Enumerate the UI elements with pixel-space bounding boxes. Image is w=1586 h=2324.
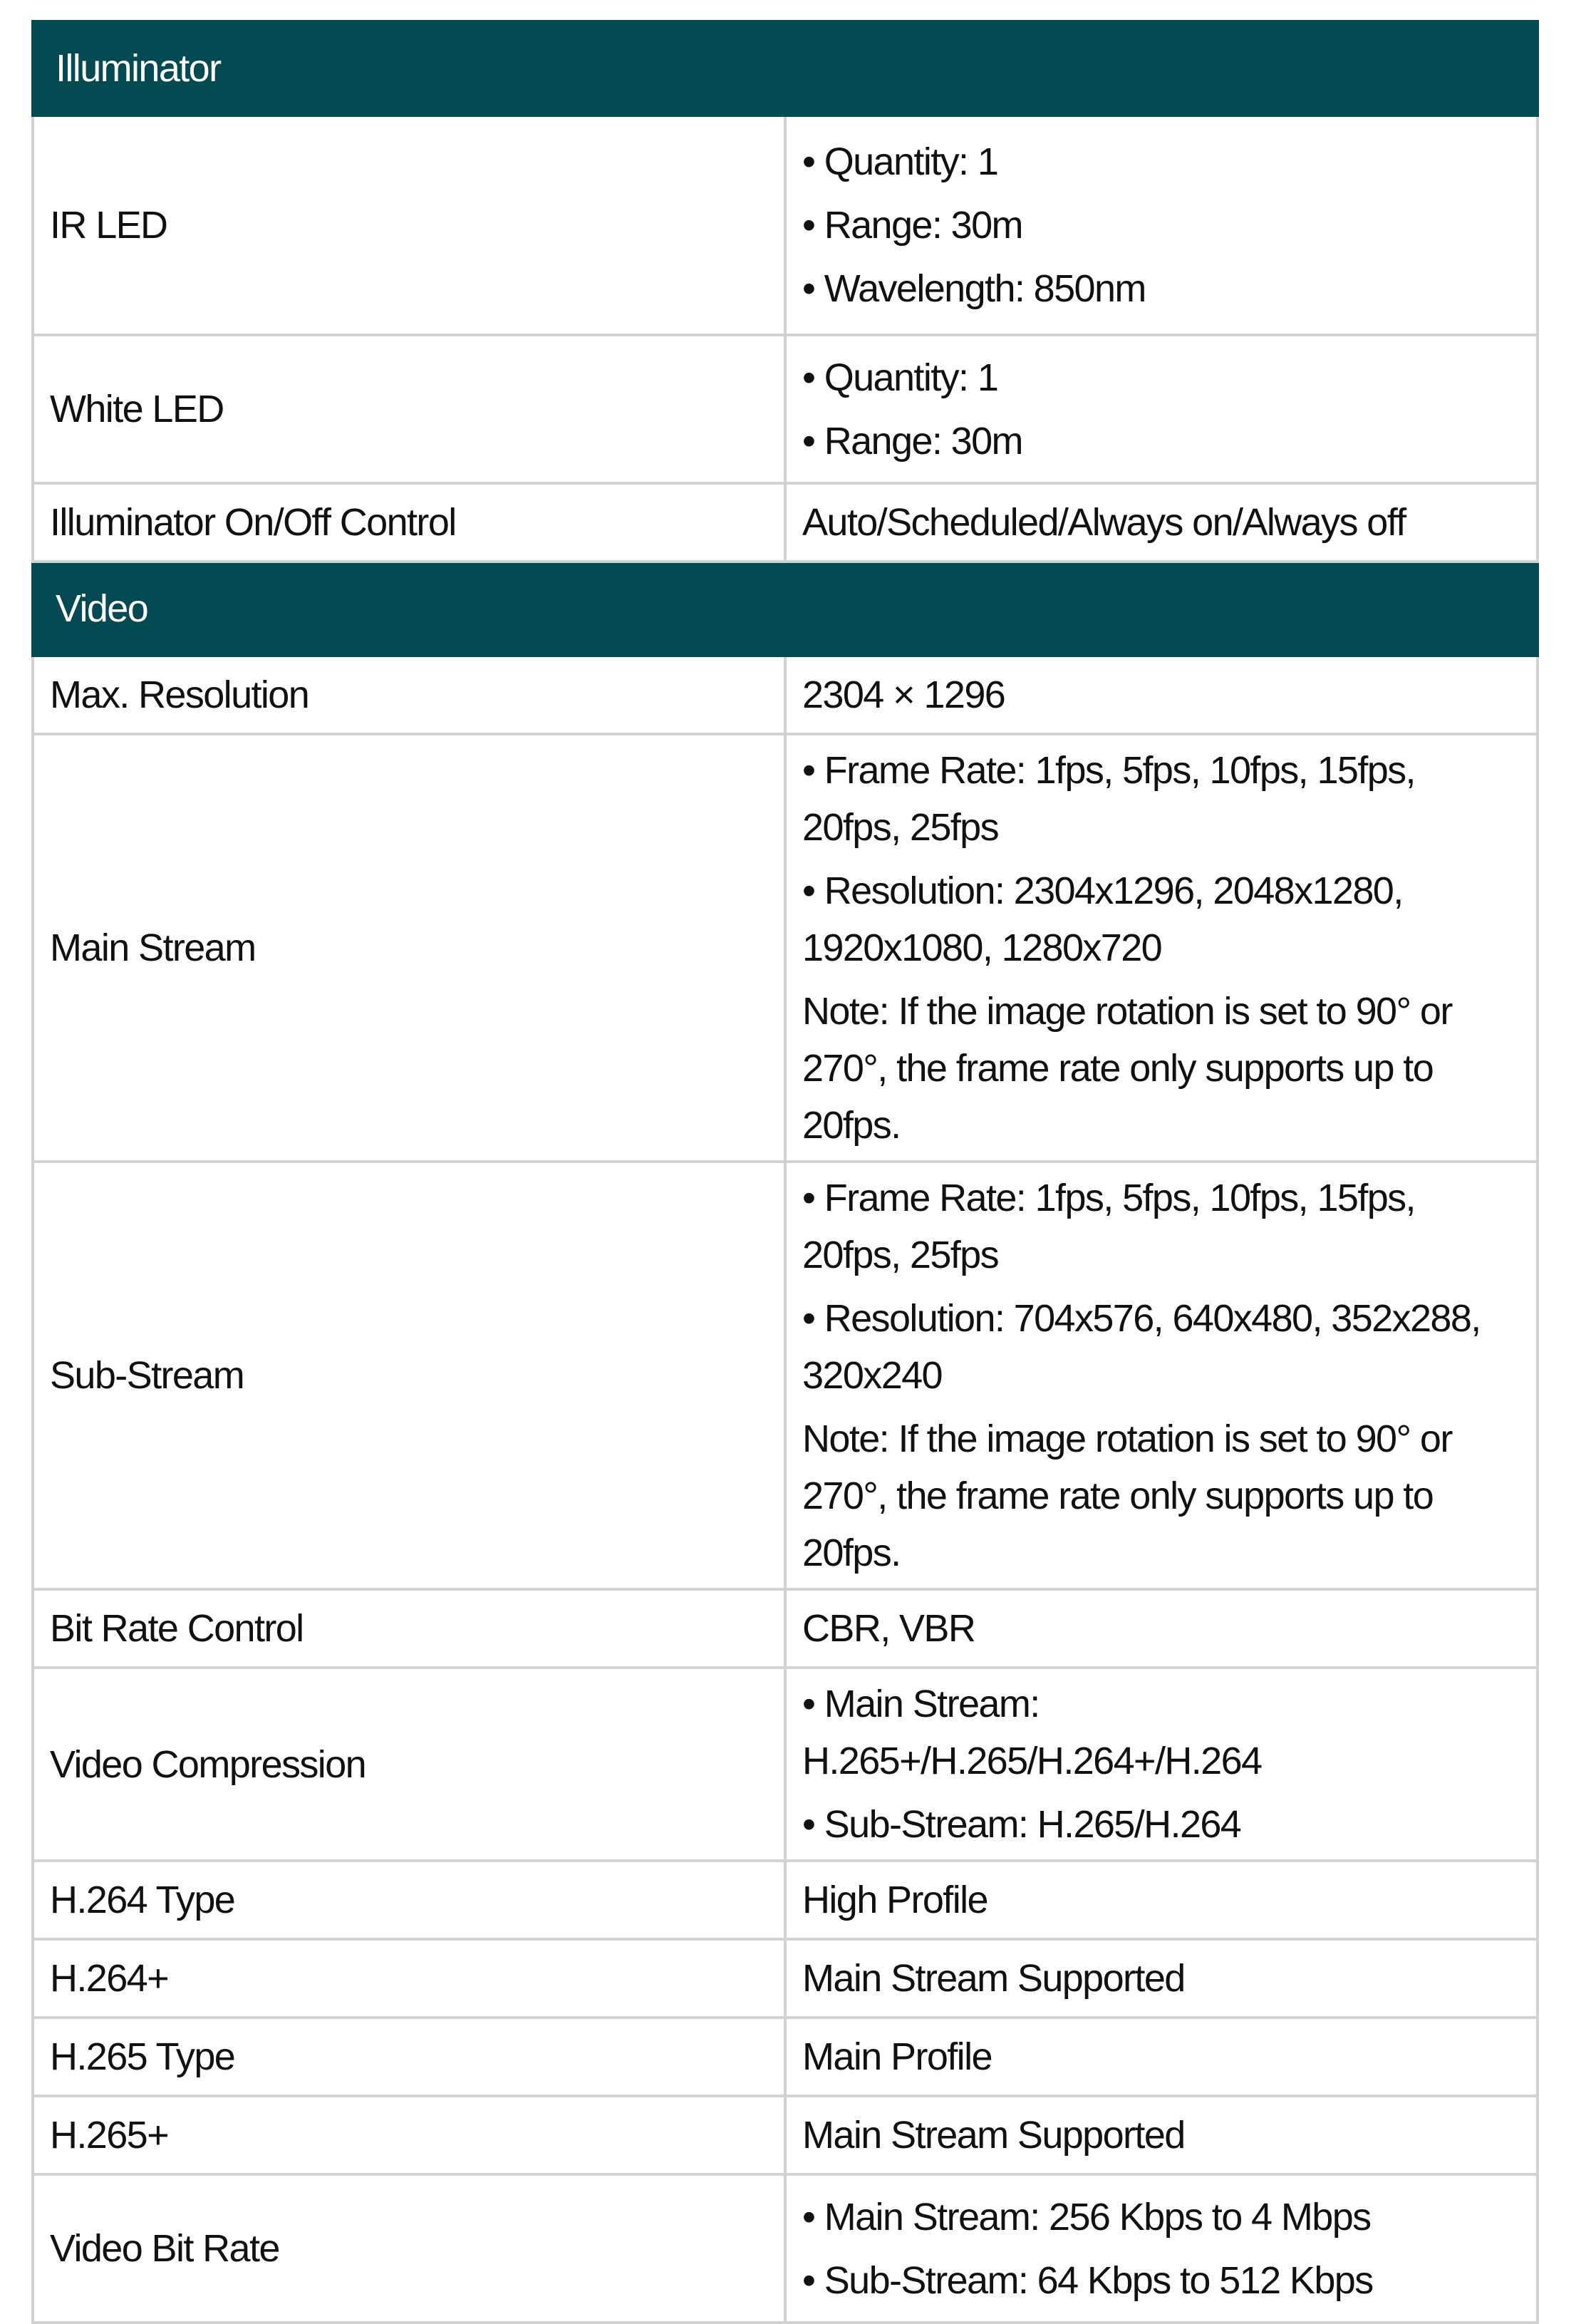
value-text: High Profile: [802, 1871, 1486, 1928]
value-text: Frame Rate: 1fps, 5fps, 10fps, 15fps, 20…: [802, 749, 1416, 849]
spec-value: Main Stream: 256 Kbps to 4 Mbps Sub-Strea…: [784, 2173, 1539, 2324]
spec-label: Sub-Stream: [31, 1160, 787, 1591]
value-text: Auto/Scheduled/Always on/Always off: [802, 501, 1406, 544]
spec-label: Video Compression: [31, 1666, 787, 1862]
bullet-item: Wavelength: 850nm: [802, 260, 1486, 317]
bullet-item: Quantity: 1: [802, 349, 1486, 406]
bullet-item: Main Stream: H.265+/H.265/H.264+/H.264: [802, 1675, 1486, 1790]
value-text: CBR, VBR: [802, 1600, 1486, 1657]
spec-row-h-265: H.265+ Main Stream Supported: [31, 2095, 1539, 2176]
section-header-illuminator: Illuminator: [31, 20, 1539, 117]
value-text: Sub-Stream: 64 Kbps to 512 Kbps: [824, 2258, 1374, 2302]
value-text: Main Stream: H.265+/H.265/H.264+/H.264: [802, 1683, 1263, 1782]
spec-label: Main Stream: [31, 733, 787, 1163]
spec-value: Frame Rate: 1fps, 5fps, 10fps, 15fps, 20…: [784, 733, 1539, 1163]
note-text: Note: If the image rotation is set to 90…: [802, 1417, 1453, 1574]
spec-label: Bit Rate Control: [31, 1588, 787, 1669]
spec-value: Quantity: 1 Range: 30m Wavelength: 850nm: [784, 114, 1539, 336]
value-text: Quantity: 1: [824, 356, 999, 399]
value-text: Range: 30m: [824, 204, 1024, 247]
bullet-item: Main Stream: 256 Kbps to 4 Mbps: [802, 2189, 1486, 2246]
spec-row-h-265-type: H.265 Type Main Profile: [31, 2016, 1539, 2097]
spec-row-white-led: White LED Quantity: 1 Range: 30m: [31, 334, 1539, 485]
spec-value: Main Stream: H.265+/H.265/H.264+/H.264 Su…: [784, 1666, 1539, 1862]
bullet-item: Resolution: 704x576, 640x480, 352x288, 3…: [802, 1290, 1486, 1404]
value-text: Resolution: 2304x1296, 2048x1280, 1920x1…: [802, 869, 1404, 969]
section-title: Video: [31, 560, 1539, 657]
value-text: 2304 × 1296: [802, 666, 1486, 723]
value-text: Main Profile: [802, 2028, 1486, 2085]
bullet-item: Quantity: 1: [802, 133, 1486, 190]
spec-label: White LED: [31, 334, 787, 485]
value-text: Range: 30m: [824, 419, 1024, 463]
value-text: Main Stream: 256 Kbps to 4 Mbps: [824, 2195, 1372, 2238]
spec-row-video-compression: Video CompressionMain Stream: H.265+/H.2…: [31, 1666, 1539, 1862]
value-text: Wavelength: 850nm: [824, 267, 1147, 310]
value-text: Resolution: 704x576, 640x480, 352x288, 3…: [802, 1297, 1481, 1397]
spec-row-illuminator-on-off-control: Illuminator On/Off Control Auto/Scheduled…: [31, 482, 1539, 563]
bullet-item: Frame Rate: 1fps, 5fps, 10fps, 15fps, 20…: [802, 742, 1486, 856]
spec-value: Main Profile: [784, 2016, 1539, 2097]
spec-row-video-bit-rate: Video Bit RateMain Stream: 256 Kbps to 4…: [31, 2173, 1539, 2324]
value-text: 2304 × 1296: [802, 673, 1006, 716]
value-text: Frame Rate: 1fps, 5fps, 10fps, 15fps, 20…: [802, 1177, 1416, 1276]
spec-value: 2304 × 1296: [784, 654, 1539, 735]
section-header-video: Video: [31, 560, 1539, 657]
spec-label: Illuminator On/Off Control: [31, 482, 787, 563]
spec-value: Auto/Scheduled/Always on/Always off: [784, 482, 1539, 563]
spec-row-main-stream: Main StreamFrame Rate: 1fps, 5fps, 10fps…: [31, 733, 1539, 1163]
spec-value: CBR, VBR: [784, 1588, 1539, 1669]
spec-label: H.264+: [31, 1938, 787, 2019]
spec-label: IR LED: [31, 114, 787, 336]
spec-label: H.264 Type: [31, 1859, 787, 1941]
section-title: Illuminator: [31, 20, 1539, 117]
bullet-item: Frame Rate: 1fps, 5fps, 10fps, 15fps, 20…: [802, 1169, 1486, 1284]
bullet-item: Range: 30m: [802, 197, 1486, 254]
spec-value: Frame Rate: 1fps, 5fps, 10fps, 15fps, 20…: [784, 1160, 1539, 1591]
spec-row-max-resolution: Max. Resolution 2304 × 1296: [31, 654, 1539, 735]
spec-value: Main Stream Supported: [784, 1938, 1539, 2019]
spec-value: Quantity: 1 Range: 30m: [784, 334, 1539, 485]
value-text: Auto/Scheduled/Always on/Always off: [802, 494, 1486, 551]
value-text: Sub-Stream: H.265/H.264: [824, 1803, 1242, 1846]
value-text: High Profile: [802, 1879, 989, 1921]
note-text: Note: If the image rotation is set to 90…: [802, 990, 1453, 1147]
value-text: Main Stream Supported: [802, 2107, 1486, 2164]
spec-label: Video Bit Rate: [31, 2173, 787, 2324]
bullet-item: Resolution: 2304x1296, 2048x1280, 1920x1…: [802, 862, 1486, 976]
spec-label: Max. Resolution: [31, 654, 787, 735]
spec-value: High Profile: [784, 1859, 1539, 1941]
spec-row-h-264: H.264+ Main Stream Supported: [31, 1938, 1539, 2019]
value-text: CBR, VBR: [802, 1607, 976, 1650]
bullet-item: Range: 30m: [802, 413, 1486, 470]
value-text: Main Stream Supported: [802, 1957, 1186, 2000]
value-text: Main Stream Supported: [802, 2114, 1186, 2157]
spec-label: H.265+: [31, 2095, 787, 2176]
spec-value: Main Stream Supported: [784, 2095, 1539, 2176]
bullet-item: Sub-Stream: H.265/H.264: [802, 1796, 1486, 1853]
spec-row-ir-led: IR LED Quantity: 1 Range: 30m Wavelength: 8…: [31, 114, 1539, 336]
spec-row-bit-rate-control: Bit Rate Control CBR, VBR: [31, 1588, 1539, 1669]
value-text: Main Stream Supported: [802, 1950, 1486, 2007]
value-text: Main Profile: [802, 2035, 993, 2078]
spec-row-h-264-type: H.264 Type High Profile: [31, 1859, 1539, 1941]
value-text: Quantity: 1: [824, 140, 999, 183]
spec-row-sub-stream: Sub-StreamFrame Rate: 1fps, 5fps, 10fps,…: [31, 1160, 1539, 1591]
bullet-item: Sub-Stream: 64 Kbps to 512 Kbps: [802, 2252, 1486, 2309]
spec-label: H.265 Type: [31, 2016, 787, 2097]
